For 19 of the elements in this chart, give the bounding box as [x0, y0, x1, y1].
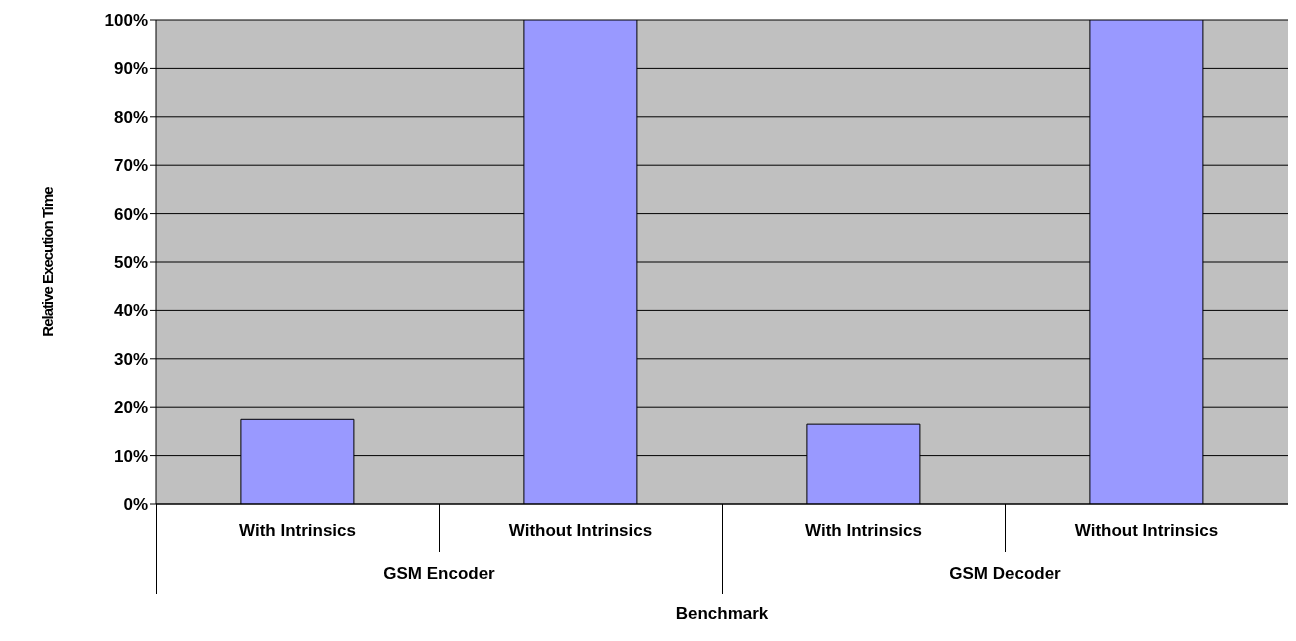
x-tick-label: Without Intrinsics	[1074, 521, 1219, 541]
y-axis-title: Relative Execution Time	[39, 186, 57, 337]
y-tick-label: 40%	[113, 301, 148, 321]
y-tick-label: 60%	[113, 204, 148, 224]
y-tick-label: 80%	[113, 107, 148, 127]
y-tick-label: 30%	[113, 349, 148, 369]
y-tick-label: 50%	[113, 253, 148, 273]
text: GSM Encoder	[382, 564, 496, 584]
y-tick-label: 10%	[113, 446, 148, 466]
y-tick-label: 0%	[123, 495, 148, 515]
x-tick-label: With Intrinsics	[805, 521, 922, 541]
text: GSM Decoder	[948, 564, 1062, 584]
y-tick-label: 100%	[104, 11, 148, 31]
x-axis-title: Benchmark	[674, 604, 770, 624]
y-tick-label: 70%	[113, 156, 148, 176]
x-tick-label: With Intrinsics	[239, 521, 356, 541]
x-tick-label: Without Intrinsics	[508, 521, 653, 541]
y-tick-label: 90%	[113, 59, 148, 79]
y-tick-label: 20%	[113, 398, 148, 418]
